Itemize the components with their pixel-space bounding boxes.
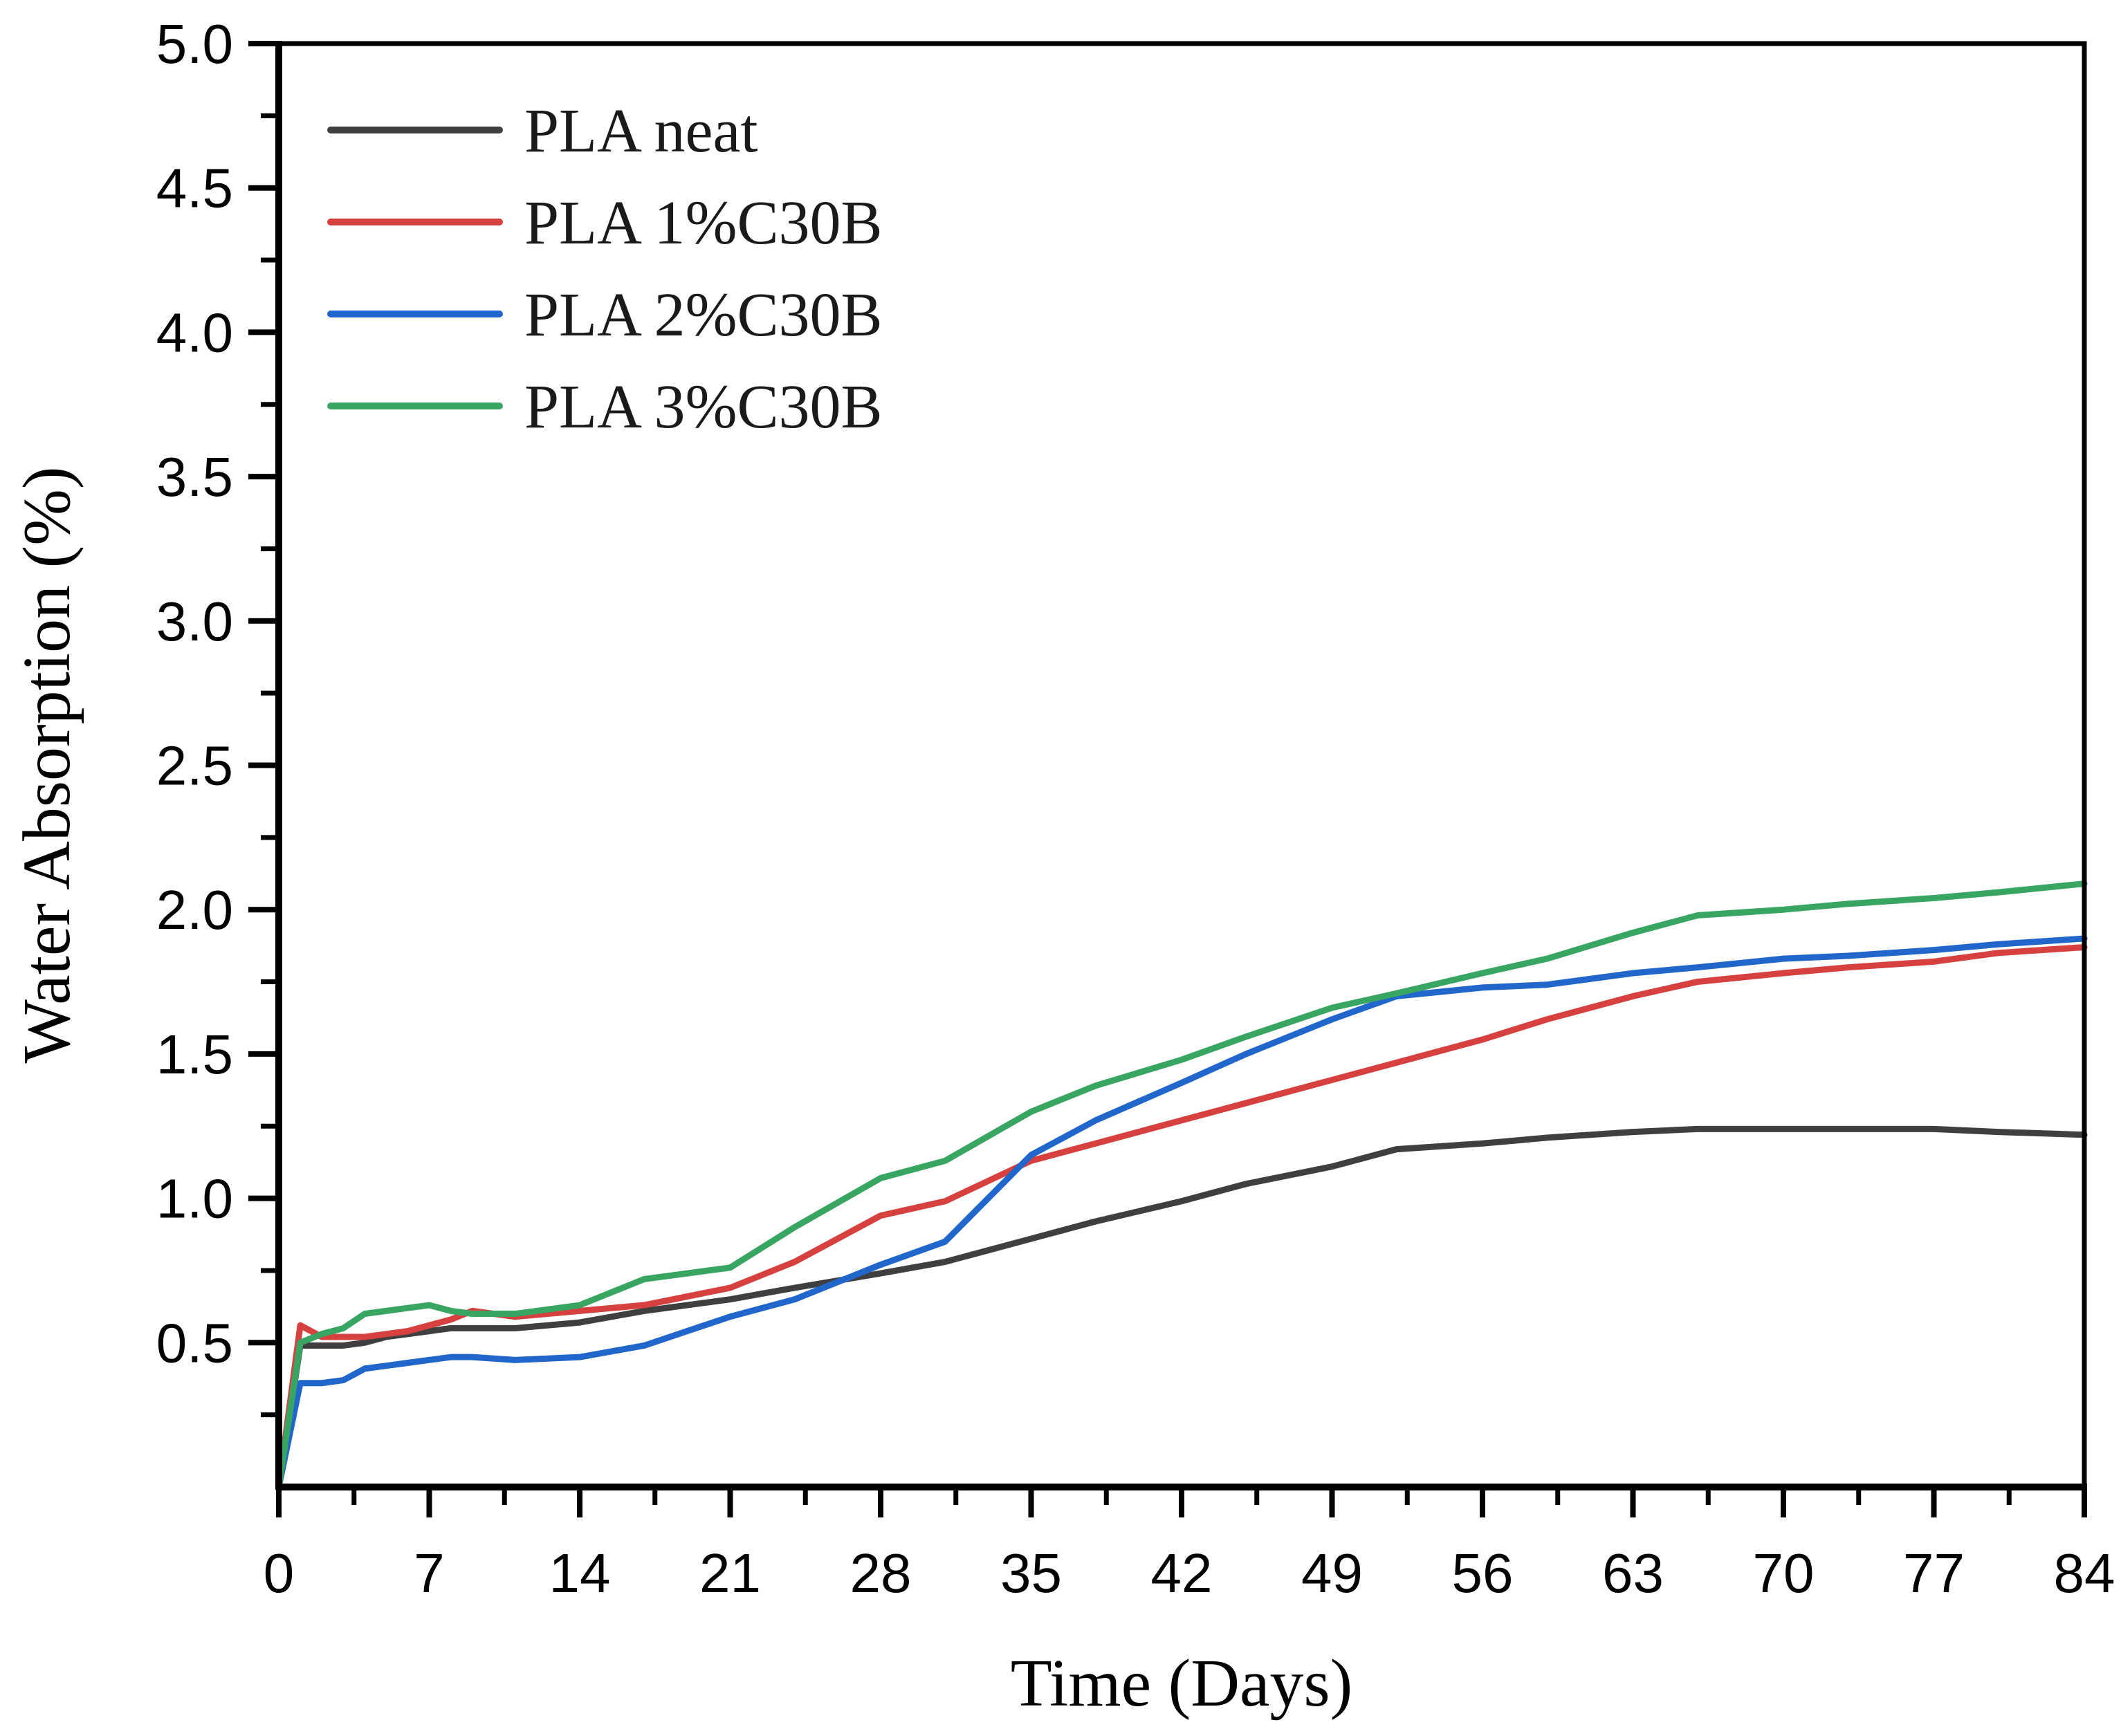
x-tick-label: 77 xyxy=(1903,1542,1965,1604)
x-tick-label: 21 xyxy=(699,1542,761,1604)
y-tick-label: 3.5 xyxy=(156,446,233,508)
y-tick-label: 5.0 xyxy=(156,13,233,75)
series-line-4 xyxy=(275,880,2088,1490)
x-tick-label: 63 xyxy=(1602,1542,1664,1604)
x-tick-label: 28 xyxy=(850,1542,912,1604)
legend-item: PLA 2%C30B xyxy=(327,281,883,349)
legend-label: PLA 2%C30B xyxy=(524,281,883,349)
series-line-3 xyxy=(275,935,2088,1490)
y-tick-label: 4.0 xyxy=(156,302,233,363)
y-tick-label: 1.0 xyxy=(156,1168,233,1230)
y-tick-label: 2.5 xyxy=(156,735,233,797)
y-tick-label: 1.5 xyxy=(156,1024,233,1085)
x-tick-label: 42 xyxy=(1151,1542,1213,1604)
x-tick-label: 7 xyxy=(414,1542,445,1604)
x-tick-label: 84 xyxy=(2054,1542,2115,1604)
x-tick-label: 56 xyxy=(1452,1542,1514,1604)
legend-label: PLA neat xyxy=(524,97,758,165)
y-axis-ticks xyxy=(248,41,279,1418)
legend-item: PLA 3%C30B xyxy=(327,373,883,441)
y-tick-label: 4.5 xyxy=(156,158,233,219)
series-line-2 xyxy=(275,943,2088,1490)
legend: PLA neat PLA 1%C30B PLA 2%C30B PLA 3%C30B xyxy=(327,97,883,441)
data-series xyxy=(275,880,2088,1490)
y-axis-title: Water Absorption (%) xyxy=(10,466,84,1063)
x-tick-label: 70 xyxy=(1753,1542,1815,1604)
x-axis-title: Time (Days) xyxy=(1011,1646,1353,1721)
x-tick-label: 35 xyxy=(1000,1542,1062,1604)
y-tick-label: 3.0 xyxy=(156,591,233,652)
x-axis-ticks xyxy=(276,1487,2087,1517)
y-tick-label: 2.0 xyxy=(156,879,233,941)
x-tick-label: 49 xyxy=(1301,1542,1363,1604)
y-axis-tick-labels: 0.5 1.0 1.5 2.0 2.5 3.0 3.5 4.0 4.5 5.0 xyxy=(156,13,233,1374)
x-tick-label: 0 xyxy=(264,1542,295,1604)
x-tick-label: 14 xyxy=(549,1542,611,1604)
legend-item: PLA 1%C30B xyxy=(327,189,883,257)
legend-item: PLA neat xyxy=(327,97,758,165)
legend-label: PLA 3%C30B xyxy=(524,373,883,441)
x-axis-tick-labels: 0 7 14 21 28 35 42 49 56 63 70 77 84 xyxy=(264,1542,2115,1604)
y-tick-label: 0.5 xyxy=(156,1312,233,1374)
legend-label: PLA 1%C30B xyxy=(524,189,883,257)
